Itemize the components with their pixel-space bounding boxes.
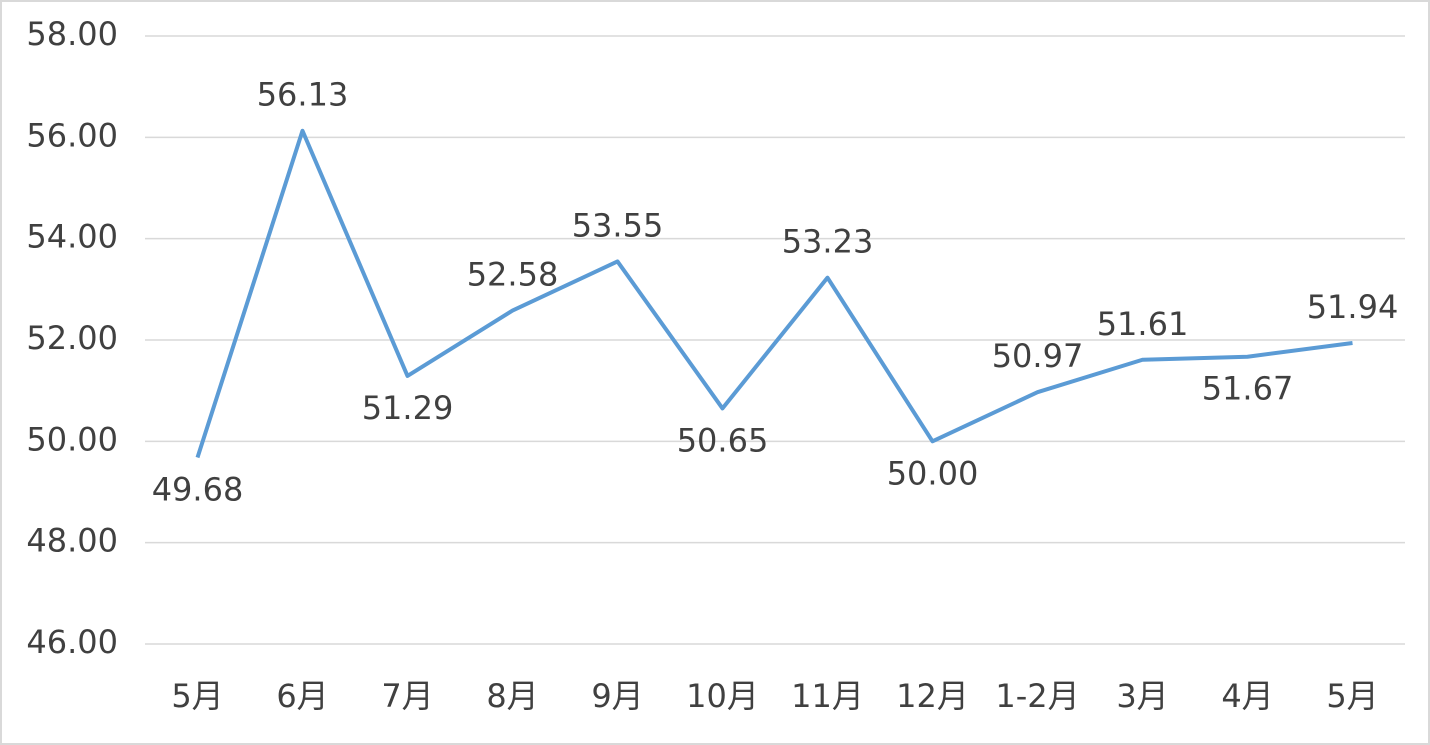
line-series	[195, 128, 1353, 459]
data-label: 51.29	[362, 389, 454, 427]
y-tick-label: 46.00	[26, 623, 118, 661]
x-tick-label: 5月	[171, 677, 223, 715]
data-label: 52.58	[467, 256, 559, 294]
y-tick-label: 52.00	[26, 319, 118, 357]
data-label: 50.97	[992, 337, 1084, 375]
data-label: 53.23	[782, 223, 874, 261]
x-tick-label: 1-2月	[995, 677, 1079, 715]
data-label: 51.94	[1307, 288, 1399, 326]
x-tick-label: 10月	[686, 677, 759, 715]
x-tick-label: 6月	[276, 677, 328, 715]
y-tick-label: 48.00	[26, 522, 118, 560]
data-label: 50.65	[677, 421, 769, 459]
data-label: 49.68	[152, 471, 244, 509]
y-tick-label: 54.00	[26, 218, 118, 256]
x-tick-label: 5月	[1326, 677, 1378, 715]
y-tick-label: 50.00	[26, 420, 118, 458]
x-tick-label: 8月	[486, 677, 538, 715]
data-label: 51.61	[1097, 305, 1189, 343]
x-tick-label: 11月	[791, 677, 864, 715]
data-label: 53.55	[572, 206, 664, 244]
y-tick-label: 58.00	[26, 15, 118, 53]
x-tick-label: 4月	[1221, 677, 1273, 715]
x-tick-label: 9月	[591, 677, 643, 715]
y-tick-label: 56.00	[26, 116, 118, 154]
data-label: 50.00	[887, 454, 979, 492]
x-tick-label: 12月	[896, 677, 969, 715]
data-label: 56.13	[257, 76, 349, 114]
data-label: 51.67	[1202, 370, 1294, 408]
x-tick-label: 7月	[381, 677, 433, 715]
x-tick-label: 3月	[1116, 677, 1168, 715]
